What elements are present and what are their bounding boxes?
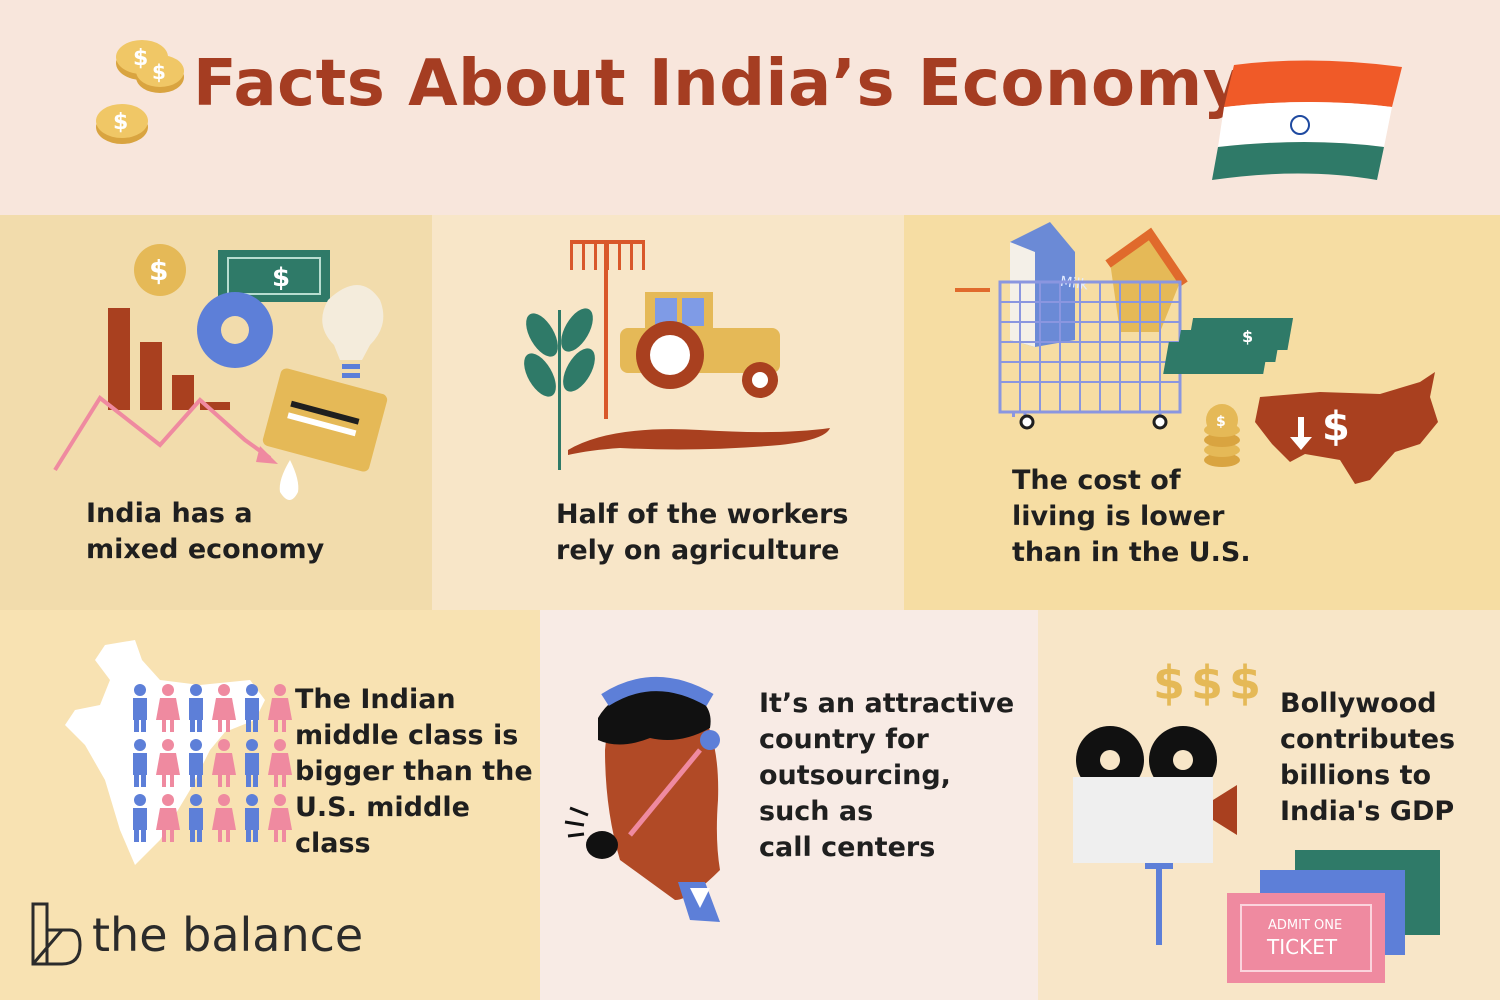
fact-line: billions to xyxy=(1280,760,1432,791)
fact-line: bigger than the xyxy=(295,756,533,787)
milk-label: Milk xyxy=(1059,274,1090,294)
ticket-label: TICKET xyxy=(1266,935,1338,959)
panel-agriculture xyxy=(432,215,904,610)
coin-dollar: $ xyxy=(1216,414,1226,430)
fact-line: country for xyxy=(759,724,929,755)
movie-camera-icon: ADMIT ONE TICKET xyxy=(1073,726,1440,983)
shopping-cart-icon: Milk $ $ $ xyxy=(955,222,1438,484)
bill-dollar: $ xyxy=(1242,327,1253,346)
panel-middle-class xyxy=(0,610,540,1000)
economy-collage-icon: $ $ xyxy=(53,244,388,500)
the-balance-logo-icon xyxy=(31,902,82,966)
fact-line: living is lower xyxy=(1012,501,1225,532)
tractor-icon xyxy=(524,240,830,470)
fact-line: class xyxy=(295,828,371,859)
dollar-signs: $$$ xyxy=(1153,656,1268,710)
fact-line: India's GDP xyxy=(1280,796,1455,827)
fact-line: than in the U.S. xyxy=(1012,537,1251,568)
fact-line: It’s an attractive xyxy=(759,688,1015,719)
fact-line: mixed economy xyxy=(86,534,325,565)
coin-dollar: $ xyxy=(149,254,168,287)
fact-line: middle class is xyxy=(295,720,519,751)
fact-agriculture: Half of the workers rely on agriculture xyxy=(556,497,849,569)
coin-dollar: $ xyxy=(113,110,128,135)
fact-line: rely on agriculture xyxy=(556,535,840,566)
fact-line: The Indian xyxy=(295,684,456,715)
fact-middle-class: The Indian middle class is bigger than t… xyxy=(295,682,533,862)
india-map-people-icon xyxy=(65,640,292,865)
fact-line: Half of the workers xyxy=(556,499,849,530)
bill-dollar: $ xyxy=(272,263,290,293)
person-icon xyxy=(133,684,147,732)
fact-mixed-economy: India has a mixed economy xyxy=(86,496,324,568)
coin-dollar: $ xyxy=(133,46,148,71)
fact-line: such as xyxy=(759,796,874,827)
ticket-admit-one: ADMIT ONE xyxy=(1268,918,1342,933)
dollar-coins-icon: $ $ $ xyxy=(96,40,184,144)
brand-name: the balance xyxy=(92,908,364,962)
fact-cost-of-living: The cost of living is lower than in the … xyxy=(1012,463,1251,571)
fact-line: outsourcing, xyxy=(759,760,951,791)
fact-line: India has a xyxy=(86,498,253,529)
page-title: Facts About India’s Economy xyxy=(193,47,1245,121)
fact-bollywood: Bollywood contributes billions to India'… xyxy=(1280,686,1455,830)
fact-outsourcing: It’s an attractive country for outsourci… xyxy=(759,686,1014,866)
fact-line: U.S. middle xyxy=(295,792,470,823)
fact-line: Bollywood xyxy=(1280,688,1437,719)
coin-dollar: $ xyxy=(152,60,166,84)
india-flag-icon xyxy=(1212,60,1402,180)
fact-line: The cost of xyxy=(1012,465,1181,496)
fact-line: call centers xyxy=(759,832,936,863)
call-center-agent-icon xyxy=(564,677,720,922)
fact-line: contributes xyxy=(1280,724,1456,755)
map-dollar: $ xyxy=(1322,404,1350,450)
